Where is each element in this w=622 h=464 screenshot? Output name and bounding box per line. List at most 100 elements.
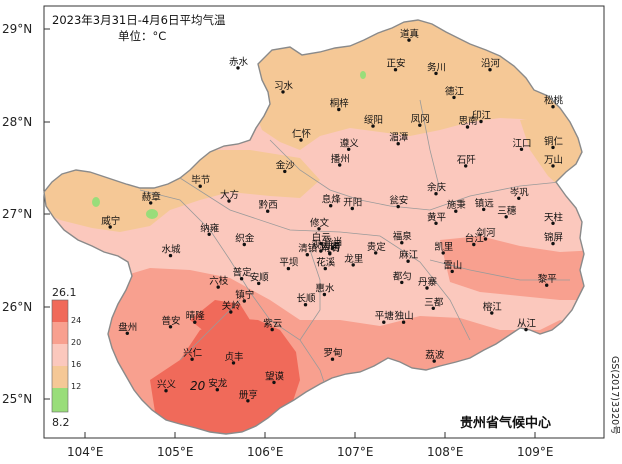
city-dot <box>149 201 153 205</box>
city-label: 道真 <box>400 28 419 40</box>
city-label: 罗甸 <box>324 347 343 359</box>
city-dot <box>330 357 335 361</box>
legend-max-label: 26.1 <box>52 286 77 299</box>
temp-band-20-24-east <box>440 236 584 300</box>
city-label: 剑河 <box>477 227 497 239</box>
city-dot <box>396 204 400 209</box>
city-dot <box>400 241 404 245</box>
city-label: 龙里 <box>344 253 363 265</box>
city-dot <box>504 215 508 219</box>
city-label: 三穗 <box>497 205 517 217</box>
city-dot <box>270 327 274 332</box>
city-label: 贞丰 <box>225 351 244 363</box>
city-dot <box>286 266 291 271</box>
city-dot <box>351 263 355 267</box>
city-label: 金沙 <box>276 159 296 171</box>
city-dot <box>551 241 555 246</box>
legend-tick-24: 24 <box>71 316 81 325</box>
city-label: 平坝 <box>279 258 299 269</box>
city-label: 观山湖 <box>312 240 341 251</box>
legend-min-label: 8.2 <box>52 416 70 429</box>
city-dot <box>545 283 549 287</box>
city-label: 麻江 <box>399 249 419 261</box>
temp-cold-spot-3 <box>360 71 366 79</box>
city-label: 乌当 <box>324 236 343 248</box>
legend-band-16 <box>52 344 68 366</box>
city-label: 盘州 <box>118 321 137 333</box>
city-label: 荔波 <box>425 349 445 361</box>
city-label: 安龙 <box>208 378 228 390</box>
city-label: 桐梓 <box>330 98 350 110</box>
city-label: 普安 <box>162 315 181 327</box>
city-label: 福泉 <box>393 231 413 243</box>
city-label: 丹寨 <box>418 276 438 288</box>
city-label: 印江 <box>472 110 492 122</box>
city-label: 纳雍 <box>200 222 220 234</box>
city-label: 江口 <box>513 138 532 149</box>
lat-label-28: 28°N <box>2 115 32 129</box>
map-review-number: GS(2017)3320号 <box>609 356 620 435</box>
city-label: 毕节 <box>191 174 210 186</box>
city-label: 惠水 <box>315 283 335 295</box>
legend-tick-20: 20 <box>71 338 81 347</box>
city-dot <box>125 331 129 335</box>
city-label: 德江 <box>445 85 465 97</box>
city-label: 兴义 <box>157 380 177 391</box>
city-label: 岑巩 <box>510 186 530 198</box>
city-dot <box>242 299 246 303</box>
city-dot <box>257 281 261 286</box>
city-dot <box>382 320 386 324</box>
city-dot <box>338 163 342 167</box>
city-label: 云岩 <box>321 241 340 253</box>
city-dot <box>371 124 375 128</box>
city-label: 沿河 <box>481 58 501 70</box>
city-label: 黎平 <box>538 273 558 285</box>
city-label: 紫云 <box>263 319 282 330</box>
city-dot <box>281 90 285 94</box>
city-dot <box>488 68 492 72</box>
city-dot <box>406 259 410 263</box>
city-label: 松桃 <box>544 95 564 107</box>
city-label: 兴仁 <box>183 347 203 359</box>
city-dot <box>246 399 250 403</box>
city-dot <box>108 225 112 229</box>
city-label: 凯里 <box>434 241 453 253</box>
city-label: 威宁 <box>101 215 120 227</box>
city-label: 白云 <box>312 232 331 244</box>
city-label: 清镇 <box>298 243 318 255</box>
city-label: 平塘 <box>375 310 395 322</box>
city-dot <box>425 286 429 290</box>
city-dot <box>400 280 404 285</box>
temp-band-24-plus <box>150 318 300 434</box>
city-label: 开阳 <box>343 198 362 209</box>
city-dot <box>329 204 333 208</box>
city-dot <box>401 320 406 324</box>
city-dot <box>303 303 308 307</box>
city-label: 务川 <box>427 61 446 73</box>
city-dot <box>319 249 323 253</box>
lat-label-27: 27°N <box>2 207 32 221</box>
legend: 26.1 24 20 16 12 8.2 <box>51 286 81 429</box>
city-label: 湄潭 <box>389 132 409 144</box>
city-dot <box>215 388 219 392</box>
lat-label-26: 26°N <box>2 300 32 314</box>
city-label: 望谟 <box>265 370 285 382</box>
city-label: 黔西 <box>259 199 278 211</box>
city-dot <box>347 147 351 151</box>
lon-label-106: 106°E <box>247 445 284 459</box>
city-dot <box>266 209 270 213</box>
city-dot <box>472 242 476 247</box>
city-dot <box>450 269 454 274</box>
city-dot <box>482 207 486 212</box>
city-label: 黄平 <box>427 211 447 223</box>
city-label: 息烽 <box>322 194 342 206</box>
city-dot <box>299 138 303 142</box>
city-label: 贵定 <box>367 241 387 253</box>
city-label: 独山 <box>395 310 414 322</box>
lat-label-25: 25°N <box>2 392 32 406</box>
city-dot <box>227 199 231 203</box>
city-dot <box>198 184 202 188</box>
city-dot <box>328 252 332 256</box>
city-dot <box>323 266 327 271</box>
city-label: 仁怀 <box>292 128 312 140</box>
